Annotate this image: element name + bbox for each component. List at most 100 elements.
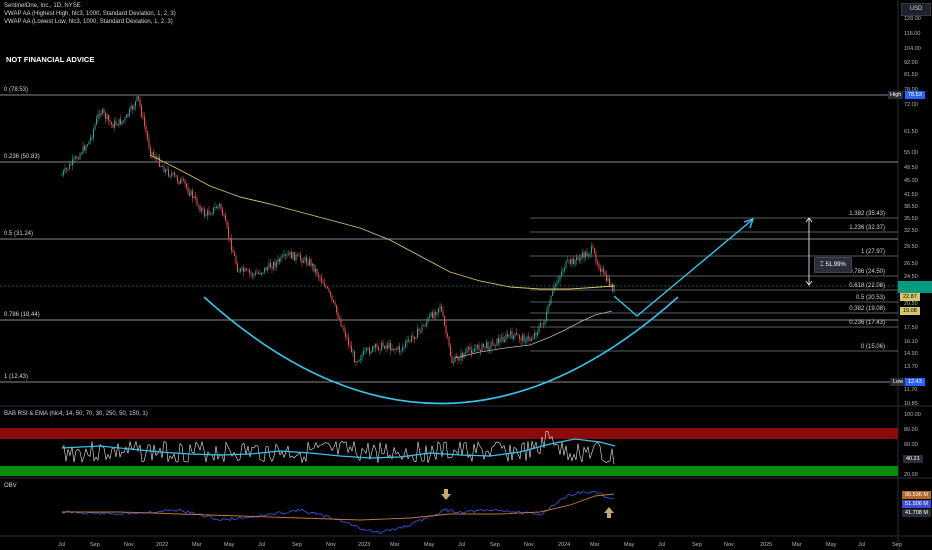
fib-label-right-7: 0.236 (17.43) <box>849 319 885 327</box>
time-tick: Nov <box>724 542 734 548</box>
time-tick: 2024 <box>558 542 570 548</box>
price-tick: 14.90 <box>904 351 918 357</box>
time-axis[interactable]: Jul Sep Nov 2022 Mar May Jul Sep Nov 2023 Mar May Ju… <box>58 542 902 548</box>
fib-label-right-0: 1.382 (35.43) <box>849 210 885 218</box>
time-tick: Jul <box>58 542 65 548</box>
price-tick: 35.50 <box>904 216 918 222</box>
price-tick: 128.00 <box>904 16 921 22</box>
obv-badge-3: 41.708 M <box>902 509 931 517</box>
price-tick: 104.00 <box>904 46 921 52</box>
time-tick: May <box>424 542 435 548</box>
rsi-legend[interactable]: BAB RSI & EMA (hlc4, 14, 50, 70, 30, 250… <box>4 410 148 418</box>
price-axis[interactable]: 128.00 116.00 104.00 92.00 81.50 78.00 72.00 61… <box>904 16 921 407</box>
price-candles <box>62 96 615 366</box>
time-tick: Sep <box>292 542 302 548</box>
price-tick: 61.50 <box>904 129 918 135</box>
fib-label-left-4: 1 (12.43) <box>4 373 28 381</box>
price-tick: 29.50 <box>904 244 918 250</box>
price-tick: 81.50 <box>904 72 918 78</box>
fib-label-right-6: 0.382 (19.08) <box>849 305 885 313</box>
price-tick: 11.70 <box>904 387 917 393</box>
obv-ema-line <box>62 494 614 520</box>
price-tick: 16.10 <box>904 339 918 345</box>
fib-label-left-2: 0.5 (31.24) <box>4 230 33 238</box>
rsi-oversold-zone <box>0 466 898 476</box>
fib-label-left-0: 0 (78.53) <box>4 86 28 94</box>
rsi-value-badge: 40.21 <box>903 455 923 463</box>
measure-icon: ⌶ <box>820 262 824 268</box>
obv-badge-1: 95.536 M <box>902 491 931 499</box>
vwap-high-badge: 22.87 <box>900 293 920 301</box>
vwap-low-badge: 19.08 <box>900 307 920 315</box>
time-tick: Jul <box>458 542 465 548</box>
price-tick: 38.50 <box>904 204 918 210</box>
price-tick: 10.85 <box>904 401 918 407</box>
fib-label-right-1: 1.236 (32.37) <box>849 224 885 232</box>
vwap-highest-high-line <box>150 155 615 289</box>
fib-label-left-1: 0.236 (50.83) <box>4 153 40 161</box>
currency-button[interactable]: USD <box>901 3 931 16</box>
fib-label-right-3: 0.786 (24.50) <box>849 268 885 276</box>
fib-label-left-3: 0.786 (18.44) <box>4 311 40 319</box>
obv-arrow-up <box>604 507 614 518</box>
price-tick: 45.00 <box>904 178 918 184</box>
obv-arrow-down <box>441 489 451 500</box>
rsi-tick: 80.00 <box>904 427 918 433</box>
rsi-tick: 20.00 <box>904 472 918 478</box>
price-tick: 92.00 <box>904 60 918 66</box>
price-tick: 41.50 <box>904 192 918 198</box>
price-tick: 49.50 <box>904 165 918 171</box>
current-price-tag <box>898 281 932 293</box>
price-tick: 26.50 <box>904 261 918 267</box>
measure-percent-label[interactable]: ⌶ 51.99% <box>814 257 852 273</box>
time-tick: Sep <box>490 542 500 548</box>
time-tick: Mar <box>590 542 600 548</box>
time-tick: Sep <box>692 542 702 548</box>
high-value-badge: 78.53 <box>905 91 925 99</box>
measure-value: 51.99% <box>825 262 845 268</box>
price-tick: 72.00 <box>904 102 918 108</box>
time-tick: May <box>826 542 837 548</box>
time-tick: May <box>224 542 235 548</box>
time-tick: Jul <box>858 542 865 548</box>
time-tick: Nov <box>326 542 336 548</box>
fib-lines-right[interactable] <box>530 218 898 351</box>
rsi-tick: 100.00 <box>904 412 921 418</box>
time-tick: Sep <box>90 542 100 548</box>
time-tick: Mar <box>792 542 802 548</box>
vwap-high-legend[interactable]: VWAP AA (Highest High, hlc3, 1000, Stand… <box>4 10 176 18</box>
projection-path[interactable] <box>614 220 752 316</box>
time-tick: Jul <box>658 542 665 548</box>
obv-badge-2: 51.506 M <box>902 500 931 508</box>
rsi-tick: 60.00 <box>904 442 918 448</box>
vwap-low-legend[interactable]: VWAP AA (Lowest Low, hlc3, 1000, Standar… <box>4 18 173 26</box>
time-tick: 2023 <box>358 542 370 548</box>
low-value-badge: 12.43 <box>905 378 925 386</box>
symbol-legend[interactable]: SentinelOne, Inc., 1D, NYSE <box>4 2 81 10</box>
disclaimer-text: NOT FINANCIAL ADVICE <box>6 55 94 64</box>
rsi-overbought-zone <box>0 428 898 439</box>
price-tick: 32.50 <box>904 228 918 234</box>
fib-label-right-4: 0.618 (22.08) <box>849 282 885 290</box>
time-tick: 2022 <box>156 542 168 548</box>
obv-legend[interactable]: OBV <box>4 482 17 490</box>
price-tick: 24.50 <box>904 274 918 280</box>
measure-arrow[interactable] <box>806 218 812 285</box>
time-tick: Jul <box>258 542 265 548</box>
time-tick: Mar <box>390 542 400 548</box>
price-tick: 55.00 <box>904 150 918 156</box>
low-label: Low <box>890 378 906 386</box>
price-tick: 116.00 <box>904 31 920 37</box>
price-tick: 17.50 <box>904 325 918 331</box>
fib-label-right-8: 0 (15.06) <box>861 343 885 351</box>
fib-label-right-2: 1 (27.97) <box>861 248 885 256</box>
time-tick: Sep <box>892 542 902 548</box>
high-label: High <box>888 91 903 99</box>
time-tick: Mar <box>192 542 202 548</box>
time-tick: Nov <box>124 542 134 548</box>
price-tick: 13.70 <box>904 364 918 370</box>
fib-label-right-5: 0.5 (20.53) <box>856 294 885 302</box>
time-tick: Nov <box>524 542 534 548</box>
